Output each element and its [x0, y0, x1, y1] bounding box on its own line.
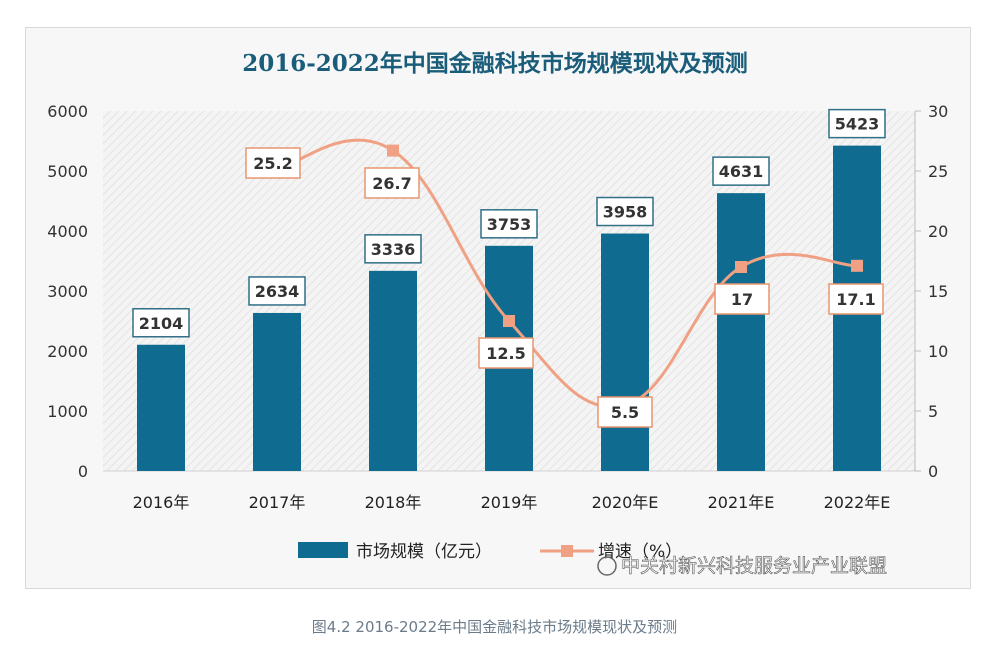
growth-value-label-box [828, 283, 884, 315]
bar-value-label: 3336 [364, 234, 422, 264]
x-tick-label: 2016年 [133, 493, 190, 512]
growth-value-label-text: 5.5 [611, 403, 639, 422]
watermark: 中关村新兴科技服务业产业联盟 [597, 555, 887, 577]
growth-value-label-box [597, 396, 653, 428]
wechat-icon [597, 556, 617, 576]
chart-title: 2016-2022年中国金融科技市场规模现状及预测 [242, 50, 748, 77]
legend-line-label: 增速（%） [598, 542, 682, 562]
bar-value-label-text: 3336 [371, 240, 416, 259]
growth-value-label: 17.1 [828, 283, 884, 315]
bar [601, 233, 649, 471]
y2-tick-label: 0 [928, 462, 938, 481]
growth-value-label-text: 25.2 [253, 154, 292, 173]
growth-value-label: 25.2 [245, 147, 301, 179]
legend-bar-label: 市场规模（亿元） [356, 542, 492, 562]
growth-value-label-box [364, 167, 420, 199]
bar-value-label: 3753 [480, 209, 538, 239]
growth-value-label-box [714, 283, 770, 315]
y2-tick-label: 25 [928, 162, 948, 181]
axes: 0 1000 2000 3000 4000 5000 6000 0 5 10 15 20 25 30 201… [47, 102, 948, 512]
y-tick-label: 2000 [47, 342, 88, 361]
bar-value-label: 3958 [596, 196, 654, 227]
y2-tick-label: 20 [928, 222, 948, 241]
growth-value-label: 12.5 [478, 337, 534, 369]
bar [717, 193, 765, 471]
y-tick-label: 6000 [47, 102, 88, 121]
growth-value-label-text: 17.1 [836, 290, 875, 309]
bar-value-label-text: 4631 [719, 162, 764, 181]
bar-value-label-text: 5423 [835, 115, 880, 134]
x-tick-label: 2021年E [708, 493, 775, 512]
y2-tick-label: 15 [928, 282, 948, 301]
growth-value-label-text: 17 [731, 290, 753, 309]
bar-value-label-box [480, 209, 538, 239]
bar [369, 270, 417, 471]
y-tick-label: 4000 [47, 222, 88, 241]
legend-bar-swatch [298, 542, 348, 558]
bar-value-label-box [364, 234, 422, 264]
growth-value-label: 26.7 [364, 167, 420, 199]
bar-value-label-box [596, 196, 654, 227]
bar-value-label-box [132, 308, 190, 338]
bar [137, 344, 185, 471]
bars [137, 145, 881, 471]
bar-value-label-box [248, 276, 306, 306]
growth-marker [735, 261, 747, 273]
bar [253, 312, 301, 471]
bar-value-label: 2104 [132, 308, 190, 338]
growth-value-label: 17 [714, 283, 770, 315]
data-labels: 2104 2634 3336 3753 3958 4631 5423 25.2 26.7 12.5… [132, 108, 886, 428]
x-tick-label: 2018年 [365, 493, 422, 512]
x-tick-label: 2020年E [592, 493, 659, 512]
x-tick-label: 2017年 [249, 493, 306, 512]
legend: 市场规模（亿元） 增速（%） [298, 542, 682, 562]
bar-value-label-text: 2104 [139, 314, 184, 333]
growth-marker [387, 144, 399, 157]
bar-value-label-box [712, 156, 770, 186]
x-tick-label: 2019年 [481, 493, 538, 512]
x-tick-label: 2022年E [824, 493, 891, 512]
y2-tick-label: 5 [928, 402, 938, 421]
y-tick-label: 1000 [47, 402, 88, 421]
bar-value-label-text: 3958 [603, 203, 648, 222]
y2-tick-label: 10 [928, 342, 948, 361]
figure-caption: 图4.2 2016-2022年中国金融科技市场规模现状及预测 [311, 618, 678, 636]
growth-value-label-text: 26.7 [372, 174, 411, 193]
growth-marker [503, 315, 515, 327]
growth-value-label-text: 12.5 [486, 344, 525, 363]
growth-value-label-box [478, 337, 534, 369]
legend-line-marker [561, 545, 573, 557]
growth-marker [851, 259, 863, 272]
bar-value-label-text: 3753 [487, 215, 532, 234]
growth-value-label: 5.5 [597, 396, 653, 428]
bar-value-label-box [828, 108, 886, 139]
watermark-text: 中关村新兴科技服务业产业联盟 [621, 555, 887, 577]
bar-value-label: 4631 [712, 156, 770, 186]
bar-value-label: 2634 [248, 276, 306, 306]
y-tick-label: 5000 [47, 162, 88, 181]
bar-value-label: 5423 [828, 108, 886, 139]
bar-value-label-text: 2634 [255, 282, 300, 301]
y2-tick-label: 30 [928, 102, 948, 121]
y-tick-label: 0 [78, 462, 88, 481]
y-tick-label: 3000 [47, 282, 88, 301]
growth-value-label-box [245, 147, 301, 179]
